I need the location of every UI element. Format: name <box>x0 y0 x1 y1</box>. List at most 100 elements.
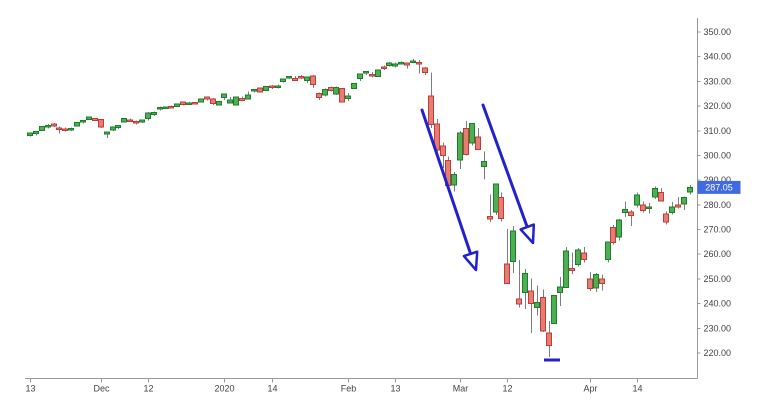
price-tick-label[interactable]: 340.00 <box>704 52 732 62</box>
candle-body-up <box>481 161 487 168</box>
candle-body-down <box>328 87 334 91</box>
candle-body-down <box>257 87 263 93</box>
candle-body-up <box>198 98 204 103</box>
price-tick-label[interactable]: 310.00 <box>704 126 732 136</box>
time-tick-label[interactable]: 13 <box>25 384 35 394</box>
candle-body-up <box>563 250 569 288</box>
candle-body-down <box>127 119 133 123</box>
time-tick-label[interactable]: Apr <box>583 384 597 394</box>
candle-body-down <box>168 105 174 109</box>
candle-body-down <box>628 211 634 216</box>
candle-body-down <box>475 136 481 150</box>
candle-body-up <box>616 219 622 238</box>
candle-body-up <box>522 273 528 294</box>
time-tick-label[interactable]: Feb <box>341 384 357 394</box>
candle-body-down <box>504 263 510 285</box>
candle-body-down <box>298 75 304 79</box>
candle-body-up <box>145 112 151 119</box>
price-tick-label[interactable]: 320.00 <box>704 101 732 111</box>
candle-body-down <box>210 98 216 104</box>
candle-body-up <box>534 301 540 308</box>
time-tick-label[interactable]: Dec <box>93 384 110 394</box>
arrow-head[interactable] <box>462 250 479 272</box>
price-tick-label[interactable]: 270.00 <box>704 225 732 235</box>
candle-body-up <box>457 132 463 161</box>
time-tick-label[interactable]: Mar <box>453 384 469 394</box>
candle-body-down <box>487 215 493 220</box>
candle-body-down <box>369 74 375 77</box>
time-tick-label[interactable]: 2020 <box>214 384 234 394</box>
candle-body-up <box>86 116 92 120</box>
price-tick-label[interactable]: 280.00 <box>704 200 732 210</box>
candle-body-up <box>221 93 227 98</box>
candle-body-up <box>80 120 86 123</box>
candle-body-up <box>646 206 652 209</box>
candle-body-down <box>663 213 669 223</box>
price-tick-label[interactable]: 250.00 <box>704 274 732 284</box>
candle-body-down <box>92 118 98 121</box>
time-tick-label[interactable]: 14 <box>632 384 642 394</box>
candle-body-down <box>463 127 469 156</box>
price-tick-label[interactable]: 350.00 <box>704 27 732 37</box>
arrow-shaft[interactable] <box>420 108 473 256</box>
candle-body-up <box>593 274 599 289</box>
time-tick-label[interactable]: 12 <box>143 384 153 394</box>
candle-body-down <box>416 61 422 65</box>
price-tick-label[interactable]: 300.00 <box>704 150 732 160</box>
candle-body-up <box>410 60 416 64</box>
candle-body-up <box>115 125 121 128</box>
price-tag-layer: 287.05 <box>697 180 741 194</box>
candle-body-down <box>98 118 104 128</box>
candle-body-down <box>381 66 387 69</box>
candle-body-down <box>56 127 62 130</box>
trend-arrow-2[interactable] <box>481 103 536 245</box>
candle-body-up <box>216 100 222 106</box>
candle-body-up <box>245 94 251 100</box>
candle-body-down <box>180 101 186 105</box>
candle-body-up <box>510 230 516 263</box>
time-tick-label[interactable]: 14 <box>267 384 277 394</box>
candle-body-up <box>174 103 180 108</box>
candle-body-down <box>310 75 316 85</box>
candle-body-up <box>333 87 339 95</box>
candle-body-up <box>251 89 257 92</box>
candle-body-up <box>386 62 392 67</box>
candle-body-down <box>569 267 575 271</box>
price-tick-label[interactable]: 260.00 <box>704 249 732 259</box>
candle-body-down <box>640 204 646 211</box>
candle-body-up <box>575 249 581 266</box>
candle-body-up <box>139 119 145 123</box>
candle-body-up <box>669 206 675 213</box>
candle-body-up <box>363 71 369 74</box>
candle-body-up <box>322 89 328 96</box>
candle-body-up <box>652 188 658 198</box>
time-tick-label[interactable]: 12 <box>502 384 512 394</box>
price-tick-label[interactable]: 290.00 <box>704 175 732 185</box>
arrow-head[interactable] <box>519 223 536 245</box>
price-tick-label[interactable]: 240.00 <box>704 299 732 309</box>
price-tick-label[interactable]: 330.00 <box>704 76 732 86</box>
price-tick-label[interactable]: 220.00 <box>704 348 732 358</box>
time-tick-label[interactable]: 13 <box>390 384 400 394</box>
candle-body-up <box>493 183 499 213</box>
candle-body-up <box>33 131 39 134</box>
candle-body-down <box>546 332 552 347</box>
candle-body-up <box>110 126 116 131</box>
candle-body-up <box>263 85 269 91</box>
candle-body-up <box>357 73 363 79</box>
drawings-layer <box>420 103 560 362</box>
candle-body-down <box>610 227 616 244</box>
candle-body-up <box>74 121 80 127</box>
arrow-shaft[interactable] <box>481 103 529 229</box>
candle-body-up <box>275 85 281 88</box>
price-tag-value: 287.05 <box>705 182 733 192</box>
candle-body-up <box>286 75 292 79</box>
trend-arrow-1[interactable] <box>420 108 479 272</box>
candle-body-up <box>121 118 127 123</box>
candle-body-up <box>104 131 110 135</box>
price-tick-label[interactable]: 230.00 <box>704 323 732 333</box>
candle-body-down <box>192 102 198 105</box>
candle-body-up <box>392 63 398 67</box>
candle-body-up <box>469 123 475 144</box>
